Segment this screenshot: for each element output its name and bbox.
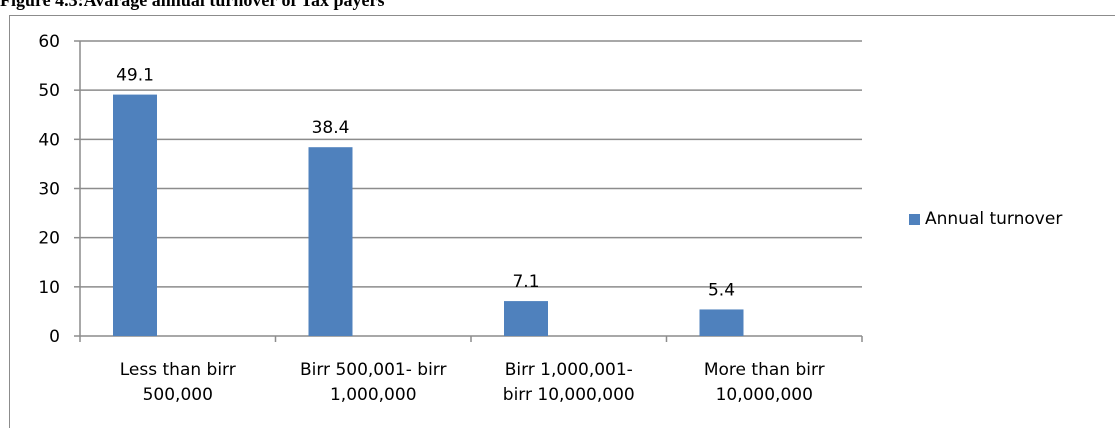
x-category-label: 1,000,000 [330,385,417,405]
legend-label: Annual turnover [925,209,1063,229]
bar-2 [308,147,353,336]
y-tick-label: 60 [38,32,60,52]
legend: Annual turnover [909,209,1062,229]
gridlines [80,40,862,288]
y-tick-label: 50 [38,81,60,101]
bar-4 [699,309,744,336]
y-tick-label: 10 [38,278,60,298]
bars [113,94,744,336]
x-category-label: 10,000,000 [716,385,813,405]
legend-swatch [909,213,920,225]
labels: 0 10 20 30 40 50 60 49.1 Less than birr 500,000 38… [38,32,824,405]
data-label: 7.1 [512,272,539,292]
y-tick-label: 30 [38,180,60,200]
bar-1 [113,94,157,336]
data-label: 38.4 [312,118,350,138]
y-tick-label: 20 [38,229,60,249]
x-category-label: More than birr [704,360,825,380]
figure-title: Figure 4.3:Avarage annual turnover of Ta… [0,0,385,10]
x-category-label: Birr 1,000,001- [505,360,633,380]
data-label: 49.1 [116,66,154,86]
x-category-label: birr 10,000,000 [503,385,635,405]
y-tick-label: 40 [38,130,60,150]
data-label: 5.4 [708,280,735,300]
axes [74,40,863,342]
bar-3 [504,301,548,336]
x-category-label: Less than birr [120,360,236,380]
x-category-label: Birr 500,001- birr [300,360,447,380]
x-category-label: 500,000 [143,385,213,405]
y-tick-label: 0 [49,327,60,347]
chart-frame [9,15,1115,428]
